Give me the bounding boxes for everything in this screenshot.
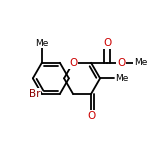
Text: Me: Me bbox=[35, 38, 48, 48]
Text: Me: Me bbox=[115, 74, 129, 83]
Text: Br: Br bbox=[29, 89, 40, 99]
Text: Me: Me bbox=[134, 58, 147, 67]
Text: O: O bbox=[87, 111, 95, 121]
Text: O: O bbox=[69, 58, 77, 68]
Text: O: O bbox=[117, 58, 125, 68]
Text: O: O bbox=[103, 38, 111, 48]
